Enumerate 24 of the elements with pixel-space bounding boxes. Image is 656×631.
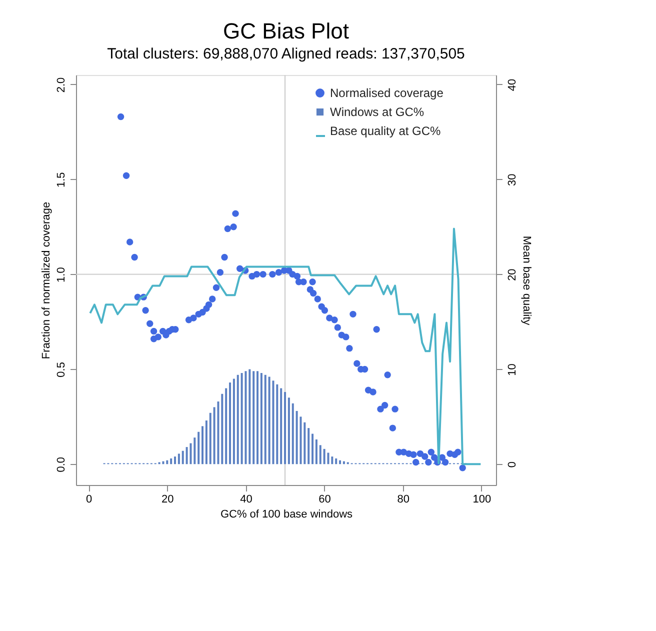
y2-tick-label: 0 bbox=[506, 462, 518, 468]
x-tick-label: 0 bbox=[86, 494, 92, 506]
y2-axis-title: Mean base quality bbox=[520, 236, 532, 326]
y-tick-label: 0.5 bbox=[56, 362, 68, 378]
y2-tick-label: 20 bbox=[506, 268, 518, 281]
y-tick-label: 1.0 bbox=[56, 267, 68, 282]
y-tick-label: 1.5 bbox=[56, 172, 68, 188]
legend-label: Base quality at GC% bbox=[330, 124, 442, 138]
y2-tick-label: 40 bbox=[506, 78, 518, 92]
chart-title: GC Bias Plot bbox=[223, 18, 349, 44]
x-tick-label: 60 bbox=[318, 494, 331, 506]
y-tick-label: 0.0 bbox=[56, 456, 68, 472]
legend-label: Windows at GC% bbox=[330, 105, 424, 119]
y-axis-title: Fraction of normalized coverage bbox=[40, 202, 52, 360]
y-tick-label: 2.0 bbox=[56, 77, 68, 93]
x-axis-title: GC% of 100 base windows bbox=[220, 508, 354, 520]
x-tick-label: 20 bbox=[162, 494, 174, 506]
x-tick-label: 40 bbox=[240, 494, 252, 506]
legend-label: Normalised coverage bbox=[330, 86, 444, 100]
x-tick-label: 80 bbox=[397, 494, 410, 506]
chart-subtitle: Total clusters: 69,888,070 Aligned reads: 137,370,505 bbox=[107, 45, 465, 62]
y2-tick-label: 30 bbox=[506, 174, 518, 186]
y2-tick-label: 10 bbox=[506, 364, 518, 376]
x-tick-label: 100 bbox=[472, 494, 492, 506]
